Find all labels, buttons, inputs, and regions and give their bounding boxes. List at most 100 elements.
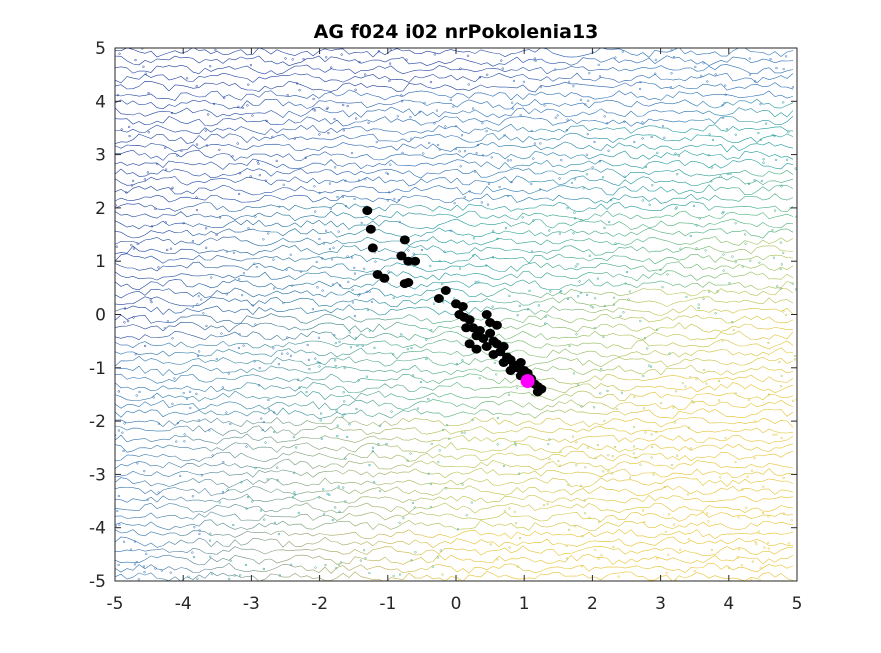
- contour-dot: [594, 456, 597, 459]
- contour-dot: [314, 566, 317, 569]
- contour-dot: [656, 557, 659, 560]
- contour-dot: [334, 364, 337, 368]
- contour-dot: [785, 158, 789, 161]
- contour-line: [115, 476, 794, 488]
- contour-dot: [672, 523, 676, 526]
- contour-dot: [218, 501, 221, 504]
- contour-dot: [591, 166, 594, 169]
- contour-dot: [503, 509, 506, 512]
- population-point: [478, 334, 489, 343]
- contour-dot: [491, 305, 494, 308]
- contour-dot: [753, 179, 756, 182]
- contour-dot: [286, 93, 289, 97]
- contour-dot: [565, 128, 569, 132]
- contour-dot: [225, 411, 228, 414]
- contour-dot: [171, 402, 174, 405]
- contour-dot: [597, 557, 600, 560]
- contour-dot: [247, 227, 250, 230]
- contour-dot: [150, 225, 154, 228]
- contour-dot: [278, 574, 282, 577]
- contour-dot: [588, 72, 591, 75]
- contour-dot: [123, 321, 126, 324]
- contour-dot: [611, 455, 614, 458]
- contour-dot: [318, 237, 321, 241]
- contour-dot: [339, 561, 343, 564]
- contour-dot: [318, 365, 321, 368]
- contour-line: [115, 261, 794, 273]
- contour-dot: [354, 88, 357, 91]
- contour-line: [115, 373, 794, 385]
- contour-dot: [612, 545, 615, 549]
- contour-dot: [198, 529, 201, 532]
- contour-line: [115, 210, 794, 222]
- contour-dot: [116, 509, 119, 513]
- contour-dot: [373, 346, 376, 349]
- contour-dot: [508, 507, 511, 510]
- population-point: [505, 366, 516, 375]
- contour-dot: [702, 297, 705, 300]
- contour-dot: [398, 573, 402, 576]
- x-axis: -5 -4 -3 -2 -1 0 1 2 3 4 5: [107, 48, 802, 614]
- contour-line: [115, 485, 794, 497]
- contour-dot: [787, 131, 790, 134]
- contour-line: [115, 571, 794, 581]
- contour-dot: [312, 97, 315, 101]
- contour-line: [115, 442, 794, 454]
- contour-dot: [588, 254, 591, 257]
- contour-line: [115, 123, 794, 135]
- contour-dot: [496, 416, 500, 420]
- contour-line: [115, 433, 794, 445]
- contour-dot: [668, 352, 671, 355]
- contour-dot: [241, 106, 244, 109]
- contour-dot: [575, 464, 578, 467]
- contour-dot: [518, 536, 522, 540]
- contour-dot: [463, 431, 466, 434]
- contour-dot: [430, 329, 433, 332]
- contour-dot: [558, 232, 562, 235]
- contour-dot: [188, 390, 192, 393]
- contour-dot: [267, 408, 271, 411]
- contour-dot: [729, 172, 732, 176]
- y-tick-label: 3: [95, 146, 106, 166]
- contour-dot: [400, 333, 403, 336]
- contour-dot: [117, 429, 121, 432]
- contour-dot: [135, 394, 138, 397]
- contour-dot: [346, 104, 349, 108]
- contour-dot: [136, 242, 139, 246]
- contour-dot: [228, 577, 231, 581]
- contour-dot: [621, 50, 624, 53]
- contour-dot: [229, 559, 232, 562]
- contour-dot: [628, 476, 632, 479]
- contour-dot: [123, 422, 126, 425]
- contour-dot: [641, 137, 644, 140]
- contour-dot: [207, 113, 210, 116]
- contour-dot: [695, 378, 698, 381]
- contour-dot: [643, 520, 646, 524]
- contour-dot: [673, 421, 676, 424]
- contour-dot: [233, 574, 236, 577]
- contour-dot: [684, 385, 687, 388]
- contour-dot: [612, 296, 616, 299]
- contour-dot: [152, 396, 155, 399]
- contour-dot: [249, 175, 252, 178]
- contour-dot: [276, 479, 279, 482]
- contour-line: [115, 519, 794, 531]
- contour-dot: [593, 140, 596, 144]
- contour-dot: [266, 478, 269, 481]
- contour-dot: [501, 67, 504, 70]
- contour-dot: [267, 398, 270, 402]
- contour-dot: [222, 460, 225, 464]
- contour-dot: [570, 181, 574, 184]
- contour-dot: [289, 253, 292, 256]
- contour-dot: [467, 83, 470, 86]
- contour-line: [115, 450, 794, 463]
- contour-dot: [544, 315, 547, 318]
- contour-dot: [734, 261, 737, 264]
- contour-dot: [771, 133, 774, 137]
- contour-dot: [778, 360, 781, 364]
- contour-dot: [191, 305, 194, 308]
- contour-dot: [737, 516, 740, 519]
- contour-dot: [427, 472, 430, 475]
- contour-dot: [775, 158, 778, 162]
- x-tick-label: -1: [379, 594, 396, 614]
